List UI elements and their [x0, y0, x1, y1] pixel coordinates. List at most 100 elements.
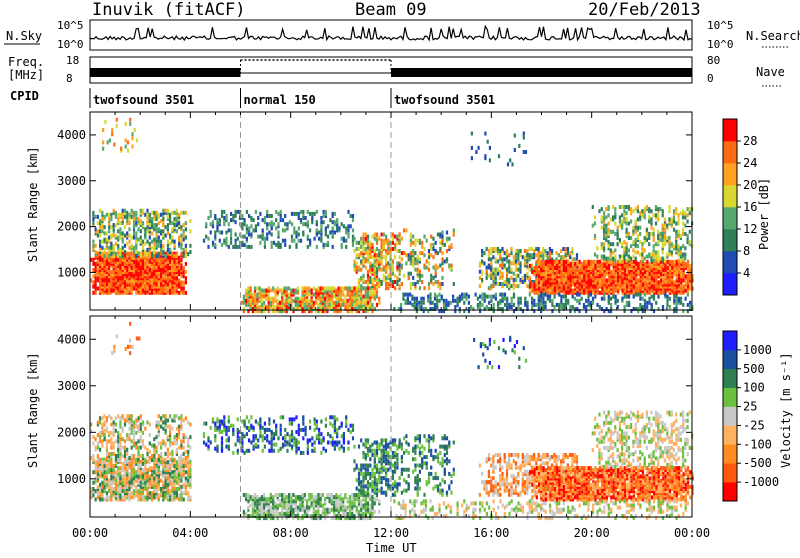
data-cell — [481, 303, 483, 307]
data-cell — [680, 211, 682, 215]
data-cell — [394, 235, 396, 239]
data-cell — [648, 301, 650, 305]
data-cell — [248, 214, 250, 218]
data-cell — [99, 244, 101, 248]
data-cell — [230, 241, 232, 245]
data-cell — [671, 217, 673, 221]
data-cell — [513, 278, 515, 282]
data-cell — [623, 205, 625, 209]
data-cell — [658, 280, 660, 284]
data-cell — [427, 295, 429, 299]
data-cell — [619, 205, 621, 209]
data-cell — [565, 303, 567, 307]
data-cell — [529, 285, 531, 289]
data-cell — [403, 228, 405, 232]
data-cell — [543, 266, 545, 270]
data-cell — [160, 229, 162, 233]
data-cell — [263, 289, 265, 293]
data-cell — [341, 222, 343, 226]
data-cell — [243, 295, 245, 299]
data-cell — [531, 301, 533, 305]
data-cell — [526, 272, 528, 276]
data-cell — [430, 274, 432, 278]
data-cell — [650, 209, 652, 213]
data-cell — [376, 247, 378, 251]
data-cell — [160, 240, 162, 244]
data-cell — [129, 118, 131, 122]
data-cell — [435, 272, 437, 276]
data-cell — [402, 293, 404, 297]
data-cell — [92, 262, 94, 266]
data-cell — [176, 229, 178, 233]
data-cell — [608, 205, 610, 209]
power-colorbar-label: Power [dB] — [757, 178, 771, 250]
data-cell — [316, 210, 318, 214]
data-cell — [297, 297, 299, 301]
data-cell — [367, 291, 369, 295]
data-cell — [230, 218, 232, 222]
data-cell — [332, 212, 334, 216]
data-cell — [376, 295, 378, 299]
data-cell — [551, 299, 553, 303]
data-cell — [183, 287, 185, 291]
data-cell — [283, 286, 285, 290]
data-cell — [111, 128, 113, 132]
data-cell — [362, 299, 364, 303]
data-cell — [610, 248, 612, 252]
data-cell — [596, 303, 598, 307]
data-cell — [210, 222, 212, 226]
data-cell — [687, 264, 689, 268]
data-cell — [666, 253, 668, 257]
data-cell — [392, 233, 394, 237]
data-cell — [293, 226, 295, 230]
data-cell — [599, 305, 601, 309]
data-cell — [97, 458, 99, 462]
data-cell — [298, 212, 300, 216]
data-cell — [268, 297, 270, 301]
data-cell — [183, 223, 185, 227]
data-cell — [223, 220, 225, 224]
data-cell — [497, 301, 499, 305]
data-cell — [131, 474, 133, 478]
data-cell — [99, 458, 101, 462]
data-cell — [403, 274, 405, 278]
data-cell — [567, 251, 569, 255]
data-cell — [180, 234, 182, 238]
data-cell — [481, 270, 483, 274]
data-cell — [560, 255, 562, 259]
data-cell — [247, 291, 249, 295]
data-cell — [423, 235, 425, 239]
data-cell — [486, 295, 488, 299]
data-cell — [277, 231, 279, 235]
data-cell — [338, 303, 340, 307]
data-cell — [113, 487, 115, 491]
data-cell — [641, 242, 643, 246]
data-cell — [678, 248, 680, 252]
data-cell — [630, 207, 632, 211]
data-cell — [612, 250, 614, 254]
data-cell — [97, 276, 99, 280]
date-title: 20/Feb/2013 — [588, 0, 701, 20]
data-cell — [142, 495, 144, 499]
data-cell — [178, 291, 180, 295]
data-cell — [176, 219, 178, 223]
data-cell — [110, 468, 112, 472]
y-tick-label: 2000 — [57, 220, 86, 234]
data-cell — [358, 266, 360, 270]
data-cell — [481, 259, 483, 263]
data-cell — [587, 299, 589, 303]
data-cell — [515, 284, 517, 288]
data-cell — [266, 214, 268, 218]
data-cell — [657, 259, 659, 263]
data-cell — [531, 253, 533, 257]
data-cell — [116, 124, 118, 128]
data-cell — [664, 293, 666, 297]
data-cell — [235, 233, 237, 237]
data-cell — [669, 272, 671, 276]
data-cell — [556, 285, 558, 289]
data-cell — [353, 249, 355, 253]
data-cell — [117, 229, 119, 233]
data-cell — [133, 246, 135, 250]
data-cell — [542, 305, 544, 309]
data-cell — [396, 276, 398, 280]
